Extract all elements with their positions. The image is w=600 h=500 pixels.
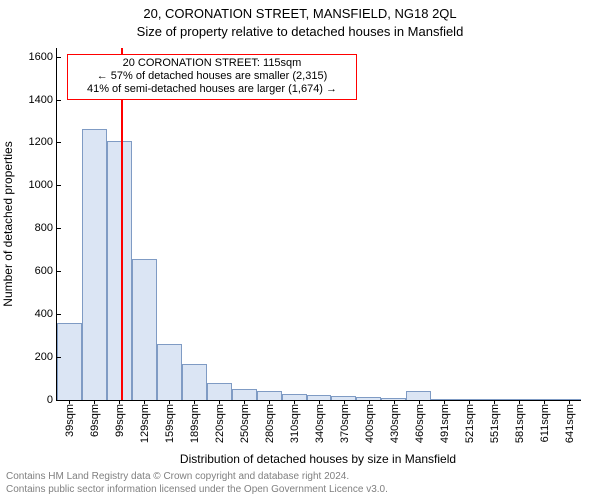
x-axis-label: Distribution of detached houses by size … <box>56 452 580 466</box>
attribution-footer: Contains HM Land Registry data © Crown c… <box>6 471 388 496</box>
x-tick-label: 189sqm <box>187 404 201 443</box>
x-tick-label: 370sqm <box>337 404 351 443</box>
x-tick-label: 581sqm <box>512 404 526 443</box>
y-tick: 800 <box>35 222 57 234</box>
footer-line: Contains HM Land Registry data © Crown c… <box>6 471 388 484</box>
histogram-bar <box>57 323 82 400</box>
y-tick: 1000 <box>29 179 57 191</box>
x-tick-label: 129sqm <box>137 404 151 443</box>
annotation-line: ← 57% of detached houses are smaller (2,… <box>74 70 350 83</box>
histogram-bar <box>182 364 207 400</box>
histogram-bar <box>207 383 232 400</box>
y-tick: 200 <box>35 351 57 363</box>
x-tick-label: 551sqm <box>487 404 501 443</box>
x-tick-label: 280sqm <box>262 404 276 443</box>
y-axis-label: Number of detached properties <box>1 141 15 306</box>
x-tick-label: 159sqm <box>162 404 176 443</box>
annotation-box: 20 CORONATION STREET: 115sqm← 57% of det… <box>67 54 357 100</box>
x-tick-label: 641sqm <box>562 404 576 443</box>
x-tick-label: 310sqm <box>287 404 301 443</box>
x-tick-label: 611sqm <box>537 404 551 442</box>
y-tick: 1200 <box>29 136 57 148</box>
property-marker-line <box>121 48 123 400</box>
histogram-bar <box>257 391 282 400</box>
x-tick-label: 39sqm <box>62 404 76 437</box>
y-tick: 1600 <box>29 51 57 63</box>
histogram-bar <box>157 344 182 400</box>
y-tick: 1400 <box>29 94 57 106</box>
y-tick: 400 <box>35 308 57 320</box>
x-tick-label: 400sqm <box>362 404 376 443</box>
x-tick-label: 460sqm <box>412 404 426 443</box>
histogram-bar <box>232 389 257 400</box>
x-tick-label: 521sqm <box>462 404 476 443</box>
x-tick-label: 430sqm <box>387 404 401 443</box>
annotation-line: 41% of semi-detached houses are larger (… <box>74 83 350 96</box>
x-tick-label: 69sqm <box>87 404 101 437</box>
annotation-line: 20 CORONATION STREET: 115sqm <box>74 57 350 70</box>
histogram-bar <box>132 259 157 400</box>
x-tick-label: 340sqm <box>312 404 326 443</box>
footer-line: Contains public sector information licen… <box>6 484 388 497</box>
bars-container <box>57 48 581 400</box>
y-tick: 0 <box>47 394 57 406</box>
x-tick-label: 220sqm <box>212 404 226 443</box>
x-tick-label: 99sqm <box>112 404 126 437</box>
histogram-plot: 20 CORONATION STREET: 115sqm← 57% of det… <box>56 48 581 401</box>
x-tick-label: 250sqm <box>237 404 251 443</box>
chart-subtitle: Size of property relative to detached ho… <box>0 24 600 39</box>
histogram-bar <box>107 141 132 400</box>
histogram-bar <box>82 129 107 401</box>
histogram-bar <box>406 391 431 400</box>
address-title: 20, CORONATION STREET, MANSFIELD, NG18 2… <box>0 6 600 21</box>
y-tick: 600 <box>35 265 57 277</box>
x-tick-label: 491sqm <box>437 404 451 443</box>
